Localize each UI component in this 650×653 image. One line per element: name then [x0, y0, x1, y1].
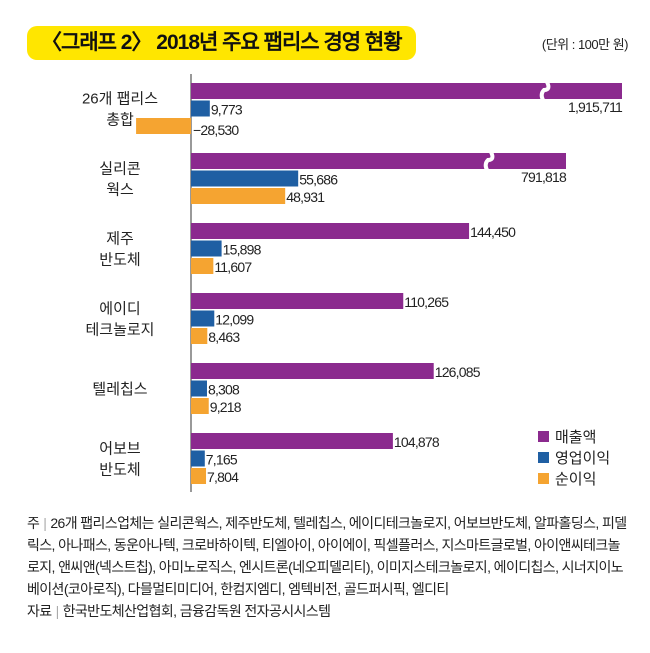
category-label: 에이디 — [99, 301, 140, 318]
category-label: 웍스 — [106, 182, 134, 199]
legend: 매출액 영업이익 순이익 — [538, 426, 610, 489]
bar-2-2 — [191, 258, 214, 274]
legend-label: 매출액 — [555, 429, 597, 446]
legend-item-net-income: 순이익 — [538, 468, 610, 489]
source-label: 자료 — [27, 603, 52, 619]
note: 주 | 26개 팹리스업체는 실리콘웍스, 제주반도체, 텔레칩스, 에이디테크놀로… — [27, 515, 627, 597]
bar-0-2 — [191, 223, 470, 239]
bar-2-0 — [136, 118, 191, 134]
data-label: 126,085 — [435, 364, 481, 380]
bar-2-3 — [191, 328, 208, 344]
note-label: 주 — [27, 515, 40, 531]
category-label: 반도체 — [99, 252, 140, 269]
footnote: 주 | 26개 팹리스업체는 실리콘웍스, 제주반도체, 텔레칩스, 에이디테크놀로… — [27, 512, 627, 622]
bar-2-4 — [191, 398, 209, 414]
legend-item-revenue: 매출액 — [538, 426, 610, 447]
data-label: 7,804 — [207, 469, 239, 485]
data-label: 48,931 — [286, 189, 325, 205]
data-label: 55,686 — [299, 172, 338, 188]
category-label: 테크놀로지 — [85, 322, 154, 339]
data-label: 144,450 — [470, 224, 516, 240]
category-label: 26개 팹리스 — [82, 91, 158, 108]
category-label: 텔레칩스 — [92, 381, 147, 398]
legend-swatch — [538, 452, 549, 463]
axis-break-mark — [483, 151, 495, 171]
bar-1-5 — [191, 450, 205, 467]
axis-break-mark — [539, 81, 551, 101]
category-label: 어보브 — [99, 441, 141, 458]
data-label: 12,099 — [215, 312, 254, 328]
data-label: 7,165 — [206, 452, 238, 468]
bar-1-0 — [191, 100, 210, 117]
bar-1-4 — [191, 380, 207, 397]
data-label: 11,607 — [214, 259, 252, 275]
unit-label: (단위 : 100만 원) — [541, 37, 629, 52]
source: 자료 | 한국반도체산업협회, 금융감독원 전자공시시스템 — [27, 603, 331, 619]
bar-0-4 — [191, 363, 434, 379]
chart-title: 〈그래프 2〉 2018년 주요 팹리스 경영 현황 — [27, 26, 416, 60]
data-label: 8,463 — [208, 329, 240, 345]
legend-label: 영업이익 — [555, 450, 611, 467]
bar-0-0 — [191, 83, 622, 99]
category-label: 총합 — [106, 112, 134, 129]
data-label: 104,878 — [394, 434, 440, 450]
bar-1-3 — [191, 310, 215, 327]
category-label: 제주 — [106, 231, 134, 248]
bar-0-3 — [191, 293, 404, 309]
category-label: 반도체 — [99, 462, 140, 479]
source-text: 한국반도체산업협회, 금융감독원 전자공시시스템 — [62, 603, 331, 619]
note-text: 26개 팹리스업체는 실리콘웍스, 제주반도체, 텔레칩스, 에이디테크놀로지,… — [27, 515, 627, 597]
legend-label: 순이익 — [555, 471, 597, 488]
data-label: 1,915,711 — [568, 99, 623, 115]
bar-0-5 — [191, 433, 393, 449]
data-label: 8,308 — [208, 382, 240, 398]
bar-1-1 — [191, 170, 299, 187]
data-label: 15,898 — [223, 242, 262, 258]
bar-2-1 — [191, 188, 286, 204]
legend-swatch — [538, 473, 549, 484]
data-label: 9,773 — [211, 102, 243, 118]
category-label: 실리콘 — [99, 161, 140, 178]
data-label: 110,265 — [404, 294, 449, 310]
data-label: 9,218 — [210, 399, 242, 415]
data-label: 791,818 — [521, 169, 567, 185]
bar-0-1 — [191, 153, 566, 169]
bar-2-5 — [191, 468, 207, 484]
legend-item-operating-profit: 영업이익 — [538, 447, 610, 468]
data-label: −28,530 — [193, 122, 239, 138]
legend-swatch — [538, 431, 549, 442]
bar-1-2 — [191, 240, 222, 257]
